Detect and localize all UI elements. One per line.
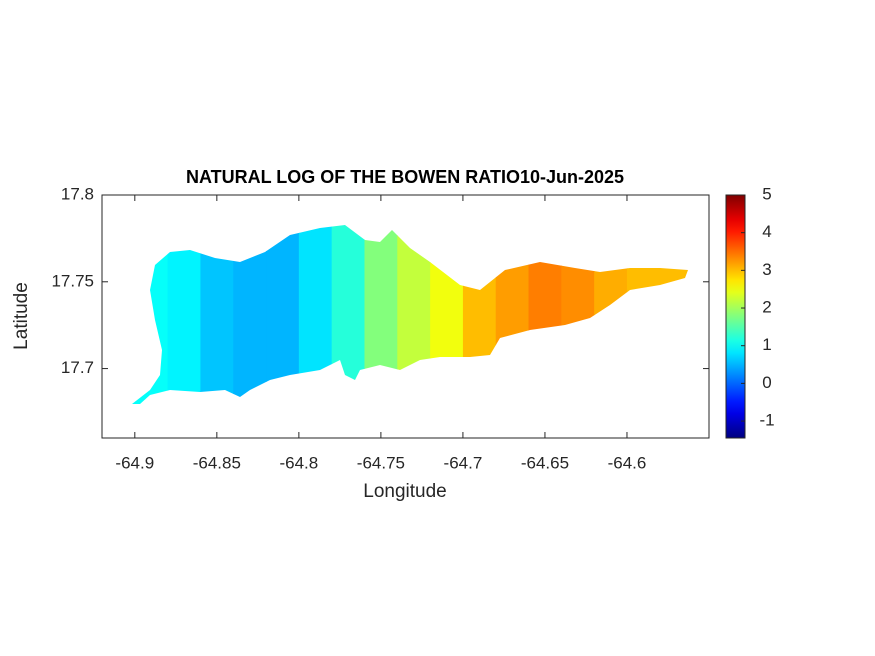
y-tick-label: 17.7: [61, 358, 94, 377]
heat-cell: [132, 225, 136, 404]
y-tick-label: 17.75: [51, 271, 94, 290]
heat-cell: [528, 225, 562, 404]
x-tick-label: -64.9: [115, 453, 154, 472]
heat-cell: [266, 225, 300, 404]
colorbar-tick-label: 3: [762, 260, 771, 279]
heat-cell: [200, 225, 234, 404]
heat-cell: [233, 225, 267, 404]
x-tick-label: -64.8: [279, 453, 318, 472]
colorbar-tick-label: 2: [762, 298, 771, 317]
heat-cell: [430, 225, 464, 404]
colorbar: [725, 194, 746, 439]
heat-cell: [397, 225, 431, 404]
x-axis-label: Longitude: [363, 481, 446, 502]
colorbar-tick-label: 4: [762, 222, 771, 241]
colorbar-tick-label: 1: [762, 335, 771, 354]
chart-title: NATURAL LOG OF THE BOWEN RATIO10-Jun-202…: [186, 167, 624, 187]
x-tick-label: -64.75: [357, 453, 405, 472]
colorbar-tick-label: 0: [762, 373, 771, 392]
colorbar-tick-label: 5: [762, 184, 771, 203]
x-tick-label: -64.7: [444, 453, 483, 472]
heat-cell: [364, 225, 398, 404]
y-tick-label: 17.8: [61, 184, 94, 203]
heat-cell: [659, 225, 688, 404]
heat-cell: [561, 225, 595, 404]
axes-box: [101, 194, 710, 439]
heat-cell: [167, 225, 202, 404]
heat-cell: [134, 225, 169, 404]
heat-cell: [495, 225, 530, 404]
x-tick-label: -64.6: [608, 453, 647, 472]
heat-cell: [594, 225, 628, 404]
colorbar-tick-label: -1: [759, 411, 774, 430]
heat-cell: [331, 225, 366, 404]
x-tick-label: -64.65: [521, 453, 569, 472]
y-axis-label: Latitude: [11, 282, 32, 350]
heat-cell: [462, 225, 497, 404]
x-tick-label: -64.85: [193, 453, 241, 472]
island-map: [132, 225, 688, 404]
heat-cell: [298, 225, 333, 404]
heat-cell: [626, 225, 661, 404]
